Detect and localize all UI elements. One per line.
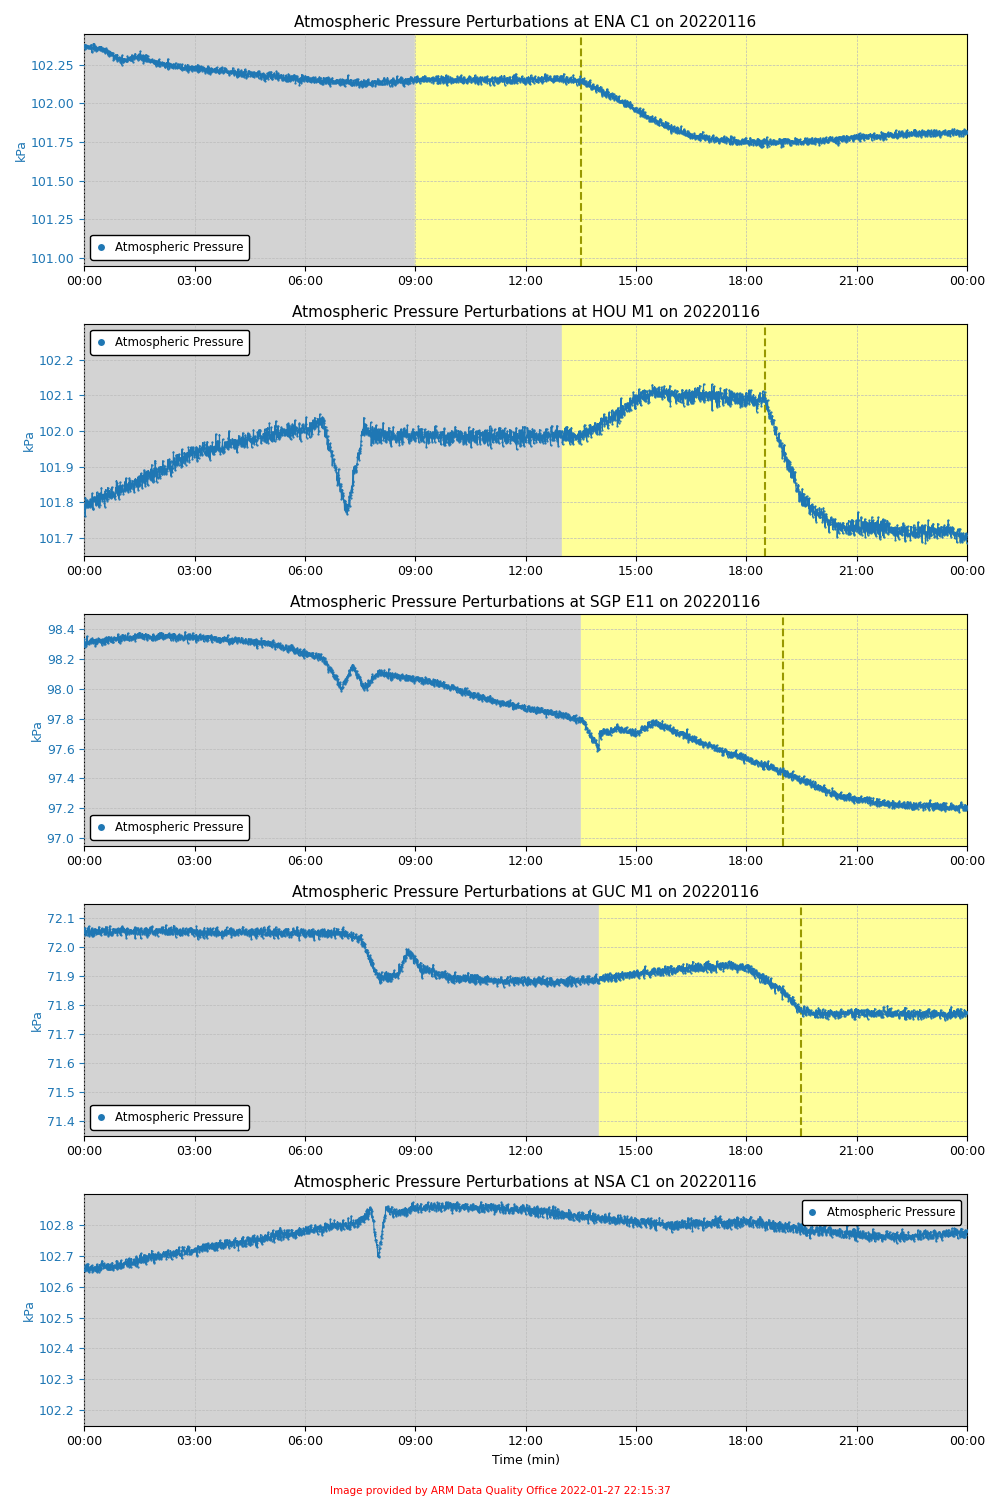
Bar (599, 904, 967, 1136)
Legend: Atmospheric Pressure: Atmospheric Pressure (802, 1200, 961, 1224)
Legend: Atmospheric Pressure: Atmospheric Pressure (90, 330, 249, 354)
Title: Atmospheric Pressure Perturbations at ENA C1 on 20220116: Atmospheric Pressure Perturbations at EN… (294, 15, 757, 30)
Bar (562, 324, 967, 555)
Legend: Atmospheric Pressure: Atmospheric Pressure (90, 1106, 249, 1130)
Title: Atmospheric Pressure Perturbations at GUC M1 on 20220116: Atmospheric Pressure Perturbations at GU… (292, 885, 759, 900)
X-axis label: Time (min): Time (min) (492, 1454, 560, 1467)
Legend: Atmospheric Pressure: Atmospheric Pressure (90, 815, 249, 840)
Title: Atmospheric Pressure Perturbations at NSA C1 on 20220116: Atmospheric Pressure Perturbations at NS… (294, 1174, 757, 1190)
Bar (581, 614, 967, 846)
Y-axis label: kPa: kPa (23, 429, 36, 451)
Title: Atmospheric Pressure Perturbations at HOU M1 on 20220116: Atmospheric Pressure Perturbations at HO… (292, 304, 760, 320)
Legend: Atmospheric Pressure: Atmospheric Pressure (90, 236, 249, 260)
Title: Atmospheric Pressure Perturbations at SGP E11 on 20220116: Atmospheric Pressure Perturbations at SG… (290, 596, 761, 610)
Y-axis label: kPa: kPa (31, 718, 44, 741)
Bar (415, 34, 967, 266)
Y-axis label: kPa: kPa (23, 1299, 36, 1322)
Y-axis label: kPa: kPa (15, 140, 28, 160)
Text: Image provided by ARM Data Quality Office 2022-01-27 22:15:37: Image provided by ARM Data Quality Offic… (330, 1485, 670, 1496)
Y-axis label: kPa: kPa (31, 1010, 44, 1031)
